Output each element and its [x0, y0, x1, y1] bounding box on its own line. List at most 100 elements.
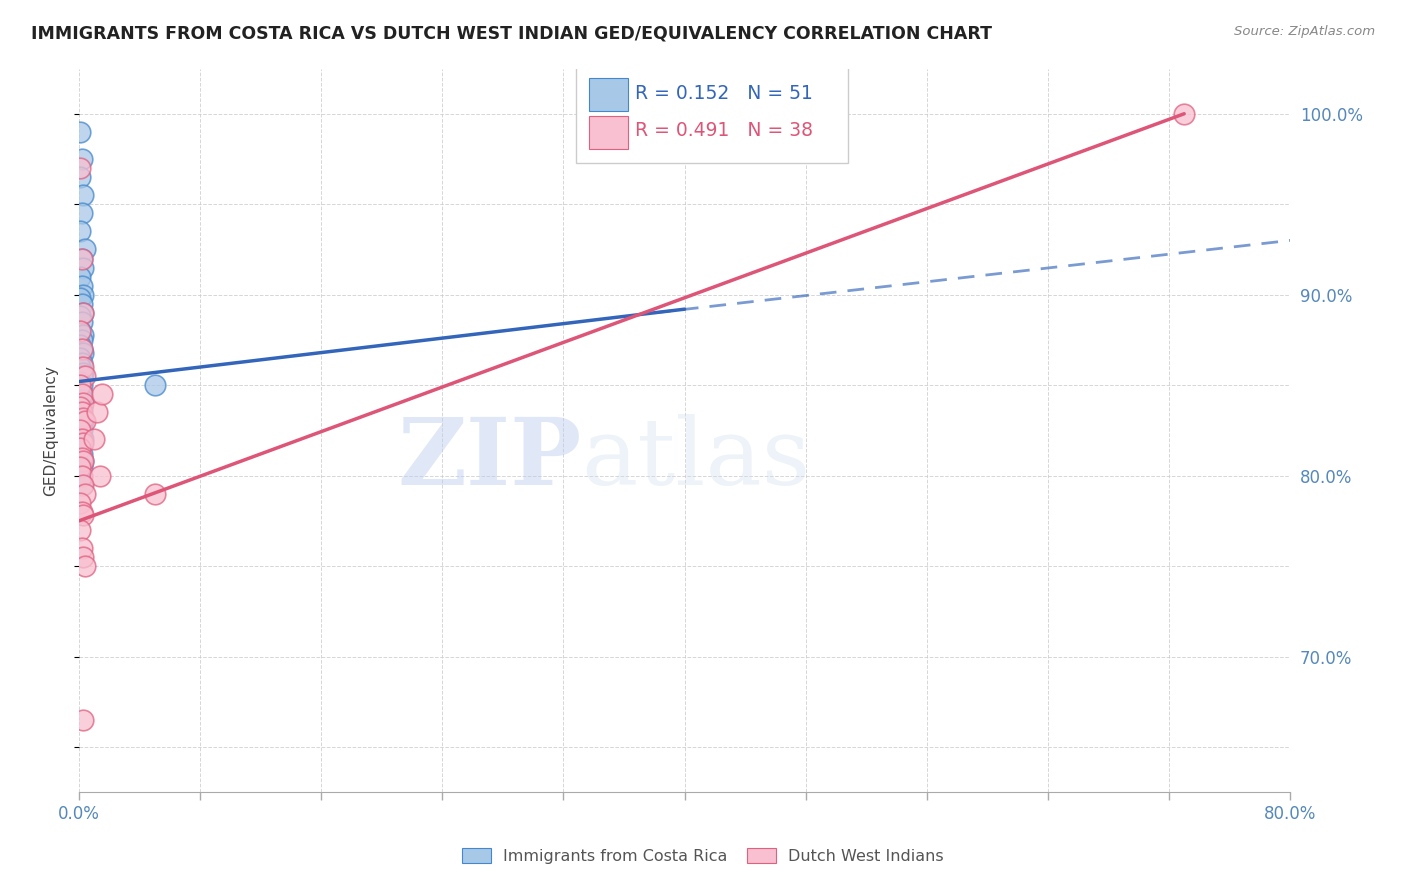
Point	[70, 459, 93, 474]
Point	[70, 252, 93, 266]
Point	[69, 338, 91, 352]
Point	[69, 405, 91, 419]
Text: R = 0.491   N = 38: R = 0.491 N = 38	[636, 121, 813, 140]
Point	[72, 477, 94, 491]
Point	[70, 387, 93, 401]
Point	[69, 442, 91, 456]
Point	[72, 396, 94, 410]
Point	[72, 188, 94, 202]
Point	[70, 436, 93, 450]
Point	[69, 310, 91, 324]
Point	[72, 436, 94, 450]
Point	[73, 559, 96, 574]
Point	[72, 392, 94, 407]
Point	[72, 287, 94, 301]
Point	[70, 252, 93, 266]
Point	[143, 487, 166, 501]
Text: atlas: atlas	[582, 415, 811, 504]
Point	[73, 243, 96, 257]
Text: R = 0.152   N = 51: R = 0.152 N = 51	[636, 84, 813, 103]
Point	[70, 378, 93, 392]
Point	[69, 523, 91, 537]
FancyBboxPatch shape	[589, 78, 627, 112]
Point	[70, 278, 93, 293]
Point	[69, 324, 91, 338]
Point	[69, 442, 91, 456]
Point	[70, 297, 93, 311]
Legend: Immigrants from Costa Rica, Dutch West Indians: Immigrants from Costa Rica, Dutch West I…	[456, 842, 950, 871]
Point	[73, 369, 96, 384]
Point	[70, 356, 93, 370]
Point	[70, 387, 93, 401]
Point	[72, 454, 94, 468]
Point	[69, 351, 91, 365]
Point	[69, 375, 91, 389]
Point	[143, 378, 166, 392]
Text: IMMIGRANTS FROM COSTA RICA VS DUTCH WEST INDIAN GED/EQUIVALENCY CORRELATION CHAR: IMMIGRANTS FROM COSTA RICA VS DUTCH WEST…	[31, 25, 991, 43]
Point	[69, 382, 91, 396]
Point	[72, 550, 94, 565]
Point	[90, 387, 112, 401]
Point	[69, 424, 91, 438]
Point	[72, 306, 94, 320]
Point	[70, 400, 93, 414]
Point	[70, 369, 93, 384]
Point	[69, 360, 91, 375]
Point	[69, 400, 91, 414]
Point	[72, 260, 94, 275]
Point	[69, 496, 91, 510]
Point	[69, 170, 91, 185]
Point	[70, 410, 93, 425]
Point	[72, 454, 94, 468]
Point	[72, 306, 94, 320]
Point	[72, 410, 94, 425]
Point	[72, 360, 94, 375]
Point	[1173, 107, 1195, 121]
Point	[83, 433, 105, 447]
Point	[69, 378, 91, 392]
Point	[69, 269, 91, 284]
Point	[70, 206, 93, 220]
Point	[69, 417, 91, 432]
Point	[70, 342, 93, 356]
FancyBboxPatch shape	[589, 116, 627, 149]
Point	[69, 468, 91, 483]
Y-axis label: GED/Equivalency: GED/Equivalency	[44, 365, 58, 496]
Point	[70, 405, 93, 419]
Point	[72, 345, 94, 359]
Point	[70, 433, 93, 447]
Point	[73, 414, 96, 428]
Point	[73, 487, 96, 501]
Point	[72, 713, 94, 727]
Point	[70, 342, 93, 356]
Point	[70, 505, 93, 519]
Point	[69, 429, 91, 443]
Point	[72, 508, 94, 523]
Point	[69, 450, 91, 465]
FancyBboxPatch shape	[575, 65, 848, 162]
Point	[69, 224, 91, 238]
Point	[72, 433, 94, 447]
Point	[70, 333, 93, 347]
Point	[72, 366, 94, 380]
Point	[70, 447, 93, 461]
Point	[70, 152, 93, 166]
Point	[70, 315, 93, 329]
Point	[70, 477, 93, 491]
Point	[72, 414, 94, 428]
Point	[69, 459, 91, 474]
Point	[70, 468, 93, 483]
Point	[70, 450, 93, 465]
Point	[69, 291, 91, 305]
Point	[70, 541, 93, 555]
Point	[69, 324, 91, 338]
Point	[72, 327, 94, 342]
Text: ZIP: ZIP	[398, 415, 582, 504]
Point	[69, 125, 91, 139]
Point	[69, 161, 91, 175]
Point	[69, 396, 91, 410]
Point	[86, 405, 108, 419]
Point	[70, 424, 93, 438]
Point	[89, 468, 111, 483]
Text: Source: ZipAtlas.com: Source: ZipAtlas.com	[1234, 25, 1375, 38]
